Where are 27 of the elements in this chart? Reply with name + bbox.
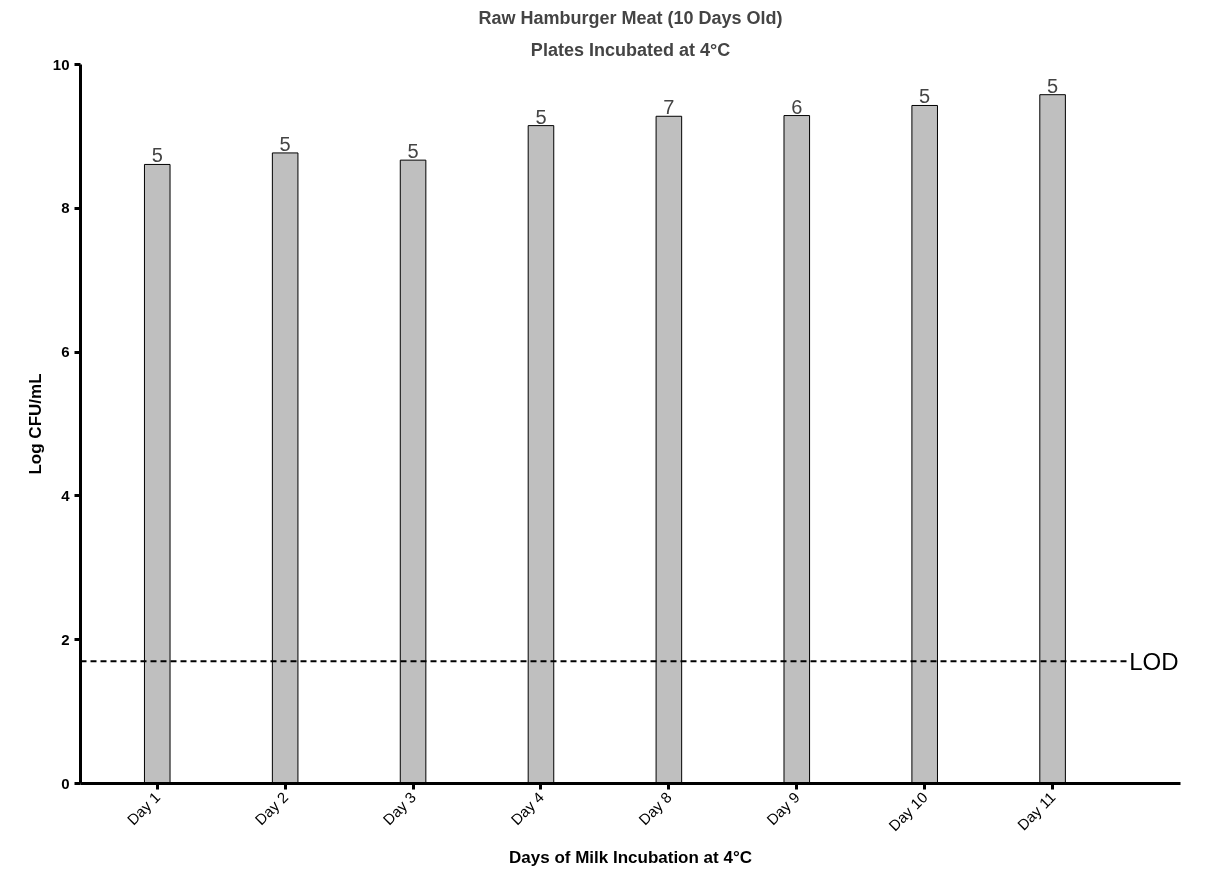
annotation: 5	[407, 140, 419, 163]
x-tick-label: Day 1	[123, 788, 164, 829]
y-tick-label: 0	[61, 774, 70, 792]
annotation: 5	[535, 105, 547, 128]
annotation: 5	[279, 132, 291, 155]
y-tick-label: 6	[61, 343, 70, 361]
x-tick-label: Day 9	[763, 788, 803, 829]
ref-line-label: LOD	[1129, 647, 1179, 675]
x-tick-label: Day 8	[635, 788, 675, 829]
y-tick-label: 2	[61, 630, 70, 648]
y-tick-label: 4	[61, 486, 71, 504]
chart-subtitle: Plates Incubated at 4°C	[530, 39, 731, 60]
x-tick-label: Day 4	[507, 788, 547, 829]
x-tick-label: Day 3	[379, 788, 420, 829]
y-axis-title: Log CFU/mL	[25, 373, 45, 475]
x-tick-label: Day 10	[885, 788, 931, 835]
annotation: 6	[791, 95, 803, 118]
y-tick-label: 8	[61, 199, 70, 217]
x-tick-label: Day 2	[251, 788, 292, 829]
x-axis-title: Days of Milk Incubation at 4°C	[509, 848, 752, 868]
y-tick-label: 10	[52, 55, 70, 73]
annotation: 5	[919, 85, 931, 108]
annotation: 5	[151, 144, 163, 167]
chart-title: Raw Hamburger Meat (10 Days Old)	[478, 7, 783, 28]
annotation: 5	[1047, 74, 1059, 97]
annotation: 7	[663, 96, 675, 119]
x-tick-label: Day 11	[1013, 788, 1059, 834]
